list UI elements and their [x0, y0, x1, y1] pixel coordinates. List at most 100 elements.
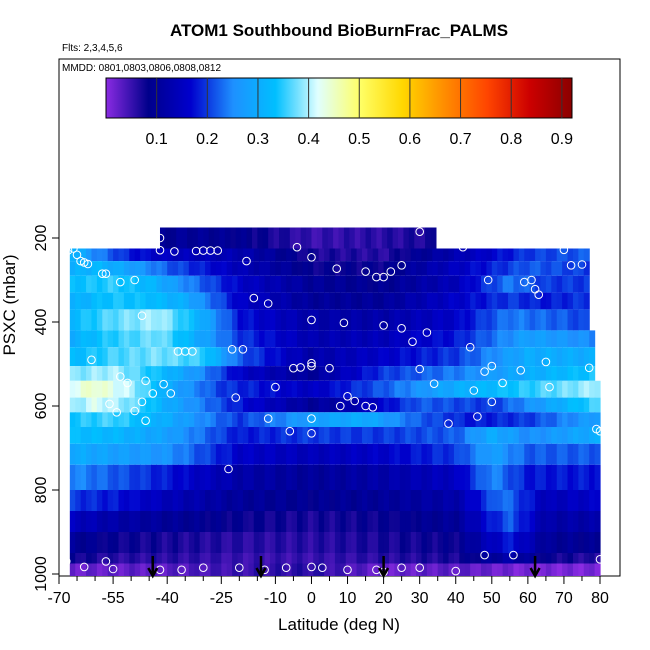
heatmap-cell: [497, 380, 504, 398]
heatmap-cell: [334, 347, 341, 367]
heatmap-cell: [129, 261, 136, 276]
heatmap-cell: [529, 464, 536, 490]
heatmap-cell: [334, 412, 341, 427]
heatmap-cell: [562, 563, 569, 576]
heatmap-cell: [583, 443, 590, 465]
heatmap-cell: [91, 397, 98, 413]
heatmap-cell: [562, 427, 569, 444]
heatmap-cell: [264, 553, 271, 564]
heatmap-cell: [567, 292, 574, 310]
heatmap-cell: [432, 511, 439, 532]
heatmap-cell: [545, 261, 552, 276]
heatmap-cell: [75, 275, 82, 293]
heatmap-cell: [329, 248, 336, 262]
sample-point: [98, 269, 107, 279]
heatmap-cell: [513, 309, 520, 331]
sample-point: [339, 318, 349, 328]
sample-point: [307, 315, 316, 325]
heatmap-cell: [275, 261, 282, 276]
heatmap-cell: [345, 443, 352, 465]
heatmap-cell: [459, 490, 466, 511]
heatmap-cell: [134, 464, 141, 490]
heatmap-cell: [280, 248, 287, 262]
heatmap-cell: [594, 532, 601, 553]
heatmap-cell: [205, 427, 212, 444]
heatmap-cell: [421, 553, 428, 564]
heatmap-cell: [129, 330, 136, 348]
heatmap-cell: [470, 511, 477, 532]
heatmap-cell: [394, 490, 401, 511]
heatmap-cell: [356, 427, 363, 444]
heatmap-cell: [69, 490, 76, 511]
heatmap-cell: [172, 443, 179, 465]
heatmap-cell: [242, 330, 249, 348]
heatmap-cell: [470, 347, 477, 367]
heatmap-cell: [351, 412, 358, 427]
heatmap-cell: [318, 366, 325, 381]
heatmap-cell: [80, 412, 87, 427]
heatmap-cell: [430, 227, 437, 249]
heatmap-cell: [253, 380, 260, 398]
heatmap-cell: [389, 330, 396, 348]
heatmap-cell: [340, 412, 347, 427]
heatmap-cell: [259, 292, 266, 310]
heatmap-cell: [437, 443, 444, 465]
heatmap-cell: [96, 380, 103, 398]
heatmap-cell: [80, 248, 87, 262]
heatmap-cell: [183, 397, 190, 413]
heatmap-cell: [69, 397, 76, 413]
heatmap-cell: [475, 248, 482, 262]
heatmap-cell: [107, 397, 114, 413]
heatmap-cell: [302, 248, 309, 262]
heatmap-cell: [248, 397, 255, 413]
heatmap-cell: [113, 309, 120, 331]
heatmap-cell: [345, 397, 352, 413]
heatmap-cell: [275, 275, 282, 293]
heatmap-cell: [194, 380, 201, 398]
heatmap-cell: [361, 532, 368, 553]
heatmap-cell: [123, 412, 130, 427]
heatmap-cell: [178, 427, 185, 444]
heatmap-cell: [567, 347, 574, 367]
heatmap-cell: [156, 261, 163, 276]
heatmap-cell: [421, 330, 428, 348]
heatmap-cell: [583, 532, 590, 553]
heatmap-cell: [437, 427, 444, 444]
heatmap-cell: [367, 292, 374, 310]
heatmap-cell: [437, 380, 444, 398]
heatmap-cell: [129, 347, 136, 367]
heatmap-cell: [556, 427, 563, 444]
heatmap-cell: [269, 292, 276, 310]
heatmap-cell: [205, 511, 212, 532]
heatmap-cell: [194, 347, 201, 367]
heatmap-cell: [248, 412, 255, 427]
heatmap-cell: [361, 248, 368, 262]
heatmap-cell: [197, 227, 204, 249]
heatmap-cell: [513, 330, 520, 348]
heatmap-cell: [518, 427, 525, 444]
sample-point: [159, 379, 168, 389]
heatmap-cell: [248, 366, 255, 381]
heatmap-cell: [491, 427, 498, 444]
sample-point: [332, 264, 342, 274]
heatmap-cell: [134, 427, 141, 444]
heatmap-cell: [302, 347, 309, 367]
heatmap-cell: [324, 532, 331, 553]
heatmap-cell: [183, 347, 190, 367]
heatmap-cell: [334, 443, 341, 465]
heatmap-cell: [502, 443, 509, 465]
heatmap-cell: [91, 532, 98, 553]
heatmap-cell: [551, 511, 558, 532]
heatmap-cell: [224, 227, 231, 249]
heatmap-cell: [421, 347, 428, 367]
colorbar-gradient: [105, 77, 573, 119]
heatmap-cell: [102, 443, 109, 465]
heatmap-cell: [194, 397, 201, 413]
heatmap-cell: [453, 397, 460, 413]
heatmap-cell: [242, 397, 249, 413]
sample-point: [116, 277, 125, 287]
heatmap-cell: [199, 261, 206, 276]
heatmap-cell: [178, 532, 185, 553]
heatmap-cell: [134, 347, 141, 367]
heatmap-cell: [232, 511, 239, 532]
